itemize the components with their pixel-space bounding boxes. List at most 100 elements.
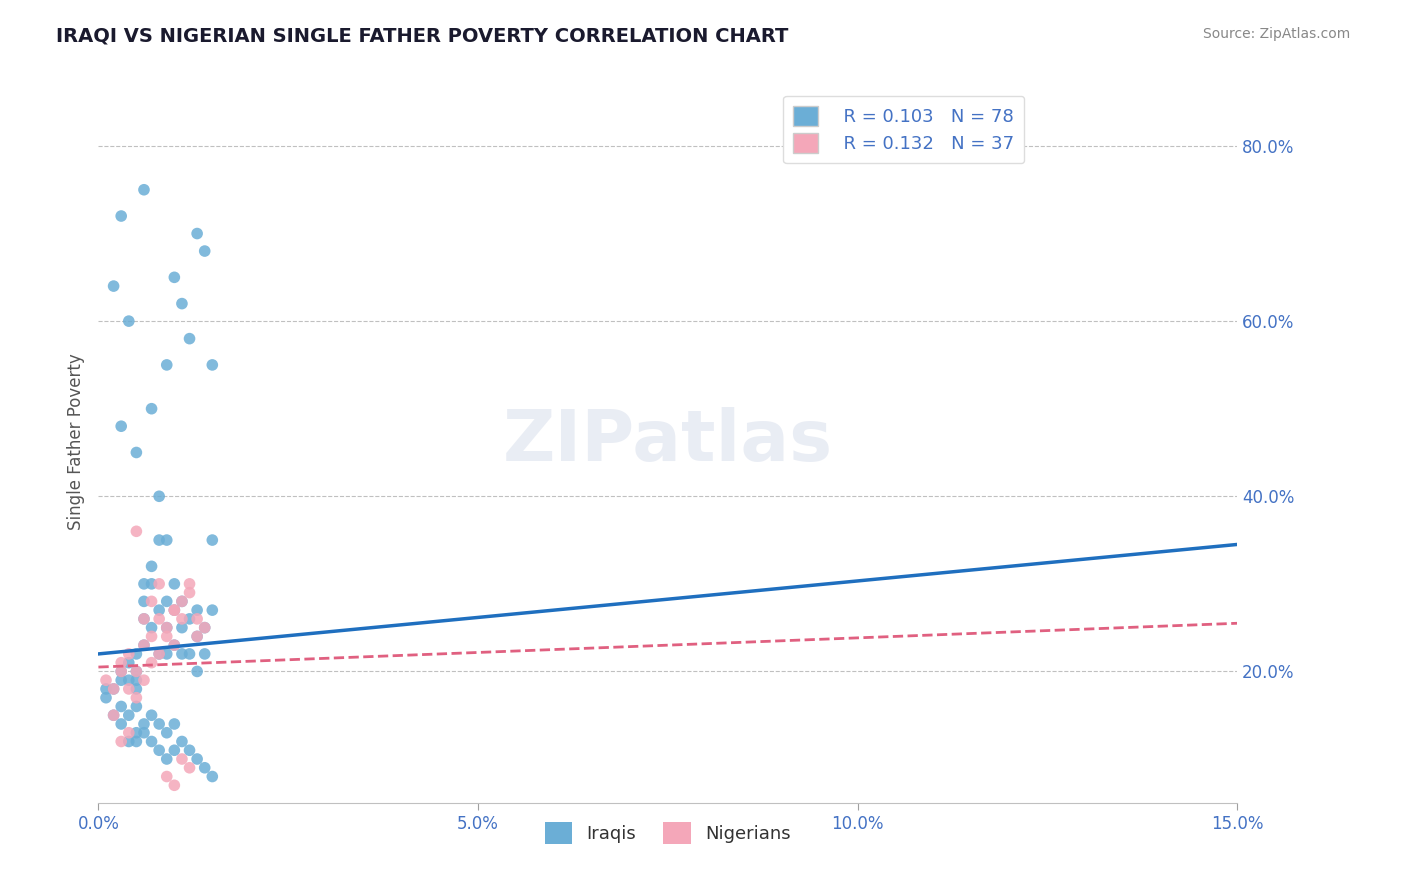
Point	[163, 778, 186, 792]
Point	[141, 734, 163, 748]
Point	[110, 419, 132, 434]
Point	[186, 629, 208, 643]
Point	[179, 612, 201, 626]
Point	[148, 489, 170, 503]
Point	[94, 690, 117, 705]
Point	[148, 533, 170, 547]
Point	[179, 332, 201, 346]
Point	[201, 358, 224, 372]
Point	[125, 699, 148, 714]
Point	[163, 603, 186, 617]
Point	[179, 577, 201, 591]
Point	[156, 725, 179, 739]
Point	[132, 594, 155, 608]
Point	[194, 244, 217, 258]
Point	[170, 296, 193, 310]
Legend: Iraqis, Nigerians: Iraqis, Nigerians	[538, 815, 797, 852]
Point	[132, 717, 155, 731]
Point	[110, 665, 132, 679]
Point	[141, 708, 163, 723]
Point	[156, 629, 179, 643]
Point	[103, 681, 125, 696]
Point	[194, 761, 217, 775]
Point	[194, 621, 217, 635]
Point	[125, 647, 148, 661]
Point	[156, 752, 179, 766]
Point	[148, 647, 170, 661]
Point	[163, 270, 186, 285]
Point	[186, 603, 208, 617]
Point	[110, 209, 132, 223]
Point	[186, 665, 208, 679]
Point	[148, 603, 170, 617]
Point	[156, 358, 179, 372]
Point	[156, 621, 179, 635]
Point	[110, 665, 132, 679]
Point	[163, 603, 186, 617]
Point	[125, 734, 148, 748]
Point	[118, 673, 141, 688]
Point	[156, 621, 179, 635]
Point	[186, 612, 208, 626]
Point	[110, 717, 132, 731]
Point	[163, 603, 186, 617]
Point	[186, 752, 208, 766]
Point	[148, 743, 170, 757]
Point	[163, 638, 186, 652]
Y-axis label: Single Father Poverty: Single Father Poverty	[66, 353, 84, 530]
Point	[110, 673, 132, 688]
Point	[141, 577, 163, 591]
Point	[170, 621, 193, 635]
Point	[148, 647, 170, 661]
Point	[118, 647, 141, 661]
Point	[186, 227, 208, 241]
Point	[141, 629, 163, 643]
Point	[179, 761, 201, 775]
Point	[118, 681, 141, 696]
Point	[148, 612, 170, 626]
Point	[170, 594, 193, 608]
Point	[125, 665, 148, 679]
Point	[170, 612, 193, 626]
Point	[132, 183, 155, 197]
Point	[170, 752, 193, 766]
Point	[201, 533, 224, 547]
Point	[94, 681, 117, 696]
Point	[125, 681, 148, 696]
Point	[194, 647, 217, 661]
Point	[125, 445, 148, 459]
Point	[179, 585, 201, 599]
Point	[163, 717, 186, 731]
Point	[118, 725, 141, 739]
Point	[132, 577, 155, 591]
Point	[103, 708, 125, 723]
Point	[194, 621, 217, 635]
Point	[201, 770, 224, 784]
Point	[132, 612, 155, 626]
Point	[156, 647, 179, 661]
Point	[118, 708, 141, 723]
Point	[141, 621, 163, 635]
Point	[163, 743, 186, 757]
Point	[148, 577, 170, 591]
Point	[163, 577, 186, 591]
Point	[103, 279, 125, 293]
Point	[141, 401, 163, 416]
Point	[132, 638, 155, 652]
Text: ZIPatlas: ZIPatlas	[503, 407, 832, 476]
Point	[141, 559, 163, 574]
Point	[125, 690, 148, 705]
Text: Source: ZipAtlas.com: Source: ZipAtlas.com	[1202, 27, 1350, 41]
Point	[163, 638, 186, 652]
Point	[118, 734, 141, 748]
Point	[110, 656, 132, 670]
Point	[201, 603, 224, 617]
Point	[103, 681, 125, 696]
Point	[125, 665, 148, 679]
Point	[170, 647, 193, 661]
Point	[103, 708, 125, 723]
Point	[141, 594, 163, 608]
Point	[132, 612, 155, 626]
Point	[94, 673, 117, 688]
Point	[179, 743, 201, 757]
